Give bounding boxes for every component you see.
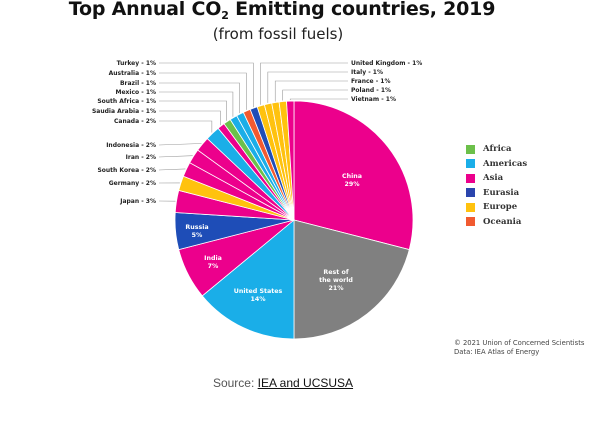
- slice-labels: China 29% Rest of the world 21% United States…: [92, 60, 422, 303]
- label-south-korea: South Korea - 2%: [97, 167, 156, 174]
- label-south-africa: South Africa - 1%: [97, 98, 156, 105]
- label-vietnam: Vietnam - 1%: [351, 96, 396, 103]
- label-japan: Japan - 3%: [119, 198, 156, 205]
- data-source-text: Data: IEA Atlas of Energy: [454, 348, 540, 356]
- source-link[interactable]: IEA and UCSUSA: [257, 376, 354, 390]
- label-russia: Russia 5%: [185, 224, 208, 239]
- label-china: China 29%: [342, 173, 362, 188]
- pie-slices: [174, 100, 414, 340]
- label-australia: Australia - 1%: [109, 70, 156, 77]
- legend-item-europe: Europe: [466, 200, 527, 215]
- label-mexico: Mexico - 1%: [116, 89, 157, 96]
- leader-canada: [159, 120, 213, 133]
- chart-subtitle: (from fossil fuels): [212, 25, 344, 43]
- title-text-end: Emitting countries, 2019: [228, 0, 496, 20]
- slice-china: [293, 100, 414, 251]
- leader-saudia-arabia: [159, 110, 221, 126]
- leader-south-korea: [158, 168, 186, 171]
- legend-label: Africa: [483, 144, 512, 155]
- leader-turkey: [159, 62, 254, 108]
- label-united-kingdom: United Kingdom - 1%: [351, 60, 422, 67]
- label-iran: Iran - 2%: [126, 154, 156, 161]
- legend-label: Eurasia: [483, 187, 520, 198]
- label-poland: Poland - 1%: [351, 87, 391, 94]
- leader-lines: [158, 62, 348, 202]
- legend-item-asia: Asia: [466, 171, 527, 186]
- leader-poland: [282, 89, 348, 101]
- legend-label: Europe: [483, 202, 518, 213]
- leader-indonesia: [158, 143, 202, 146]
- legend-swatch: [466, 144, 475, 154]
- label-germany: Germany - 2%: [109, 180, 156, 187]
- leader-mexico: [159, 91, 234, 117]
- slice-rest-of-the-world: [293, 219, 410, 340]
- label-india: India 7%: [204, 255, 222, 270]
- leader-italy: [267, 71, 348, 103]
- legend-swatch: [466, 159, 475, 169]
- legend: Africa Americas Asia Eurasia Europe Ocea…: [466, 142, 527, 229]
- legend-label: Oceania: [483, 216, 522, 227]
- legend-swatch: [466, 173, 475, 183]
- leader-brazil: [159, 82, 240, 114]
- leader-united-kingdom: [260, 62, 348, 105]
- title-text: Top Annual CO: [68, 0, 222, 20]
- legend-item-africa: Africa: [466, 142, 527, 157]
- label-canada: Canada - 2%: [114, 118, 156, 125]
- leader-vietnam: [289, 98, 348, 101]
- label-italy: Italy - 1%: [351, 69, 383, 76]
- leader-france: [274, 80, 348, 102]
- legend-label: Americas: [483, 158, 528, 169]
- source-line: Source: IEA and UCSUSA: [0, 376, 566, 390]
- legend-swatch: [466, 188, 475, 198]
- legend-item-americas: Americas: [466, 157, 527, 172]
- slice-united-states: [201, 219, 295, 340]
- leader-iran: [158, 155, 193, 158]
- label-united-states: United States 14%: [234, 288, 283, 303]
- legend-item-oceania: Oceania: [466, 215, 527, 230]
- label-france: France - 1%: [351, 78, 390, 85]
- legend-swatch: [466, 217, 475, 227]
- slice-vietnam: [286, 100, 295, 221]
- leader-australia: [159, 72, 247, 110]
- legend-swatch: [466, 202, 475, 212]
- label-brazil: Brazil - 1%: [120, 80, 156, 87]
- label-rest-of-the-world: Rest of the world 21%: [319, 269, 353, 292]
- source-prefix: Source:: [212, 376, 258, 390]
- legend-label: Asia: [483, 173, 504, 184]
- label-turkey: Turkey - 1%: [117, 60, 156, 67]
- label-indonesia: Indonesia - 2%: [106, 142, 156, 149]
- chart-title: Top Annual CO2 Emitting countries, 2019: [0, 0, 564, 22]
- leader-south-africa: [159, 100, 227, 121]
- copyright-text: © 2021 Union of Concerned Scientists: [454, 339, 585, 347]
- legend-item-eurasia: Eurasia: [466, 186, 527, 201]
- label-saudia-arabia: Saudia Arabia - 1%: [92, 108, 156, 115]
- credit: © 2021 Union of Concerned Scientists Dat…: [454, 339, 584, 357]
- title-subscript: 2: [221, 9, 229, 22]
